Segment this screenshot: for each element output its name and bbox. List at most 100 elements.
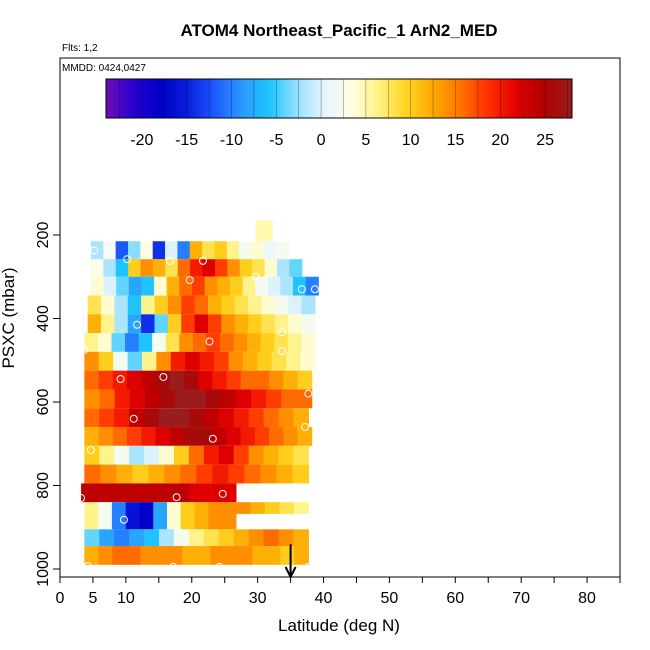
heatmap-cell	[127, 351, 143, 371]
heatmap-cell	[227, 259, 241, 277]
x-tick-label: 20	[183, 590, 201, 607]
heatmap-cell	[190, 389, 207, 409]
heatmap-cell	[112, 546, 127, 565]
heatmap-cell	[112, 370, 128, 390]
observation-point	[77, 494, 86, 503]
heatmap-cell	[167, 314, 182, 334]
heatmap-cell	[152, 333, 167, 352]
x-axis-label: Latitude (deg N)	[278, 616, 400, 635]
heatmap-cell	[226, 427, 242, 446]
heatmap-cell	[214, 241, 228, 260]
heatmap-cell	[228, 464, 245, 484]
heatmap-cell	[198, 427, 213, 446]
heatmap-cell	[99, 445, 115, 465]
heatmap-cell	[81, 483, 98, 503]
heatmap-cell	[274, 314, 289, 334]
x-axis: 0 5 10 20 30 40 50 60 70 80	[56, 577, 621, 607]
heatmap-cell	[207, 295, 222, 315]
heatmap-cell	[128, 241, 141, 260]
heatmap-cell	[214, 351, 230, 371]
heatmap-cell	[183, 370, 199, 390]
heatmap-cell	[99, 408, 115, 428]
y-tick-label: 200	[35, 222, 52, 249]
heatmap-cells	[81, 220, 319, 565]
observation-point	[159, 372, 168, 381]
x-tick-label: 10	[117, 590, 135, 607]
heatmap-cell	[154, 276, 168, 296]
heatmap-cell	[222, 502, 237, 530]
heatmap-cell	[112, 483, 129, 503]
colorbar-tick-label: -15	[175, 132, 198, 149]
heatmap-cell	[206, 333, 221, 352]
heatmap-cell	[248, 408, 265, 428]
y-tick-label: 1000	[35, 551, 52, 587]
heatmap-cell	[114, 389, 131, 409]
observation-point	[116, 375, 125, 384]
colorbar-tick-label: -5	[269, 132, 283, 149]
heatmap-cell	[240, 370, 256, 390]
heatmap-cell	[142, 351, 158, 371]
heatmap-cell	[280, 276, 294, 296]
heatmap-cell	[153, 502, 168, 530]
heatmap-cell	[152, 259, 166, 277]
heatmap-cell	[279, 502, 295, 514]
observation-points	[77, 246, 319, 571]
colorbar-tick-label: 10	[402, 132, 420, 149]
heatmap-cell	[267, 276, 281, 296]
heatmap-cell	[148, 464, 165, 484]
heatmap-cell	[239, 259, 253, 277]
heatmap-cell	[250, 502, 266, 514]
heatmap-cell	[114, 445, 130, 465]
heatmap-cell	[114, 529, 130, 547]
heatmap-cell	[167, 502, 182, 530]
heatmap-cell	[248, 445, 265, 465]
heatmap-cell	[141, 314, 156, 334]
heatmap-cell	[173, 529, 190, 547]
heatmap-cell	[141, 276, 155, 296]
heatmap-cell	[111, 333, 126, 352]
heatmap-cell	[141, 295, 156, 315]
heatmap-cell	[160, 389, 176, 409]
heatmap-cell	[84, 333, 99, 352]
heatmap-cell	[179, 276, 193, 296]
heatmap-cell	[159, 408, 175, 428]
observation-point	[123, 255, 132, 264]
heatmap-cell	[254, 427, 270, 446]
heatmap-cell	[127, 314, 142, 334]
x-tick-label: 5	[88, 590, 97, 607]
heatmap-cell	[228, 351, 244, 371]
heatmap-cell	[263, 408, 280, 428]
heatmap-cell	[234, 314, 249, 334]
heatmap-cell	[214, 259, 228, 277]
heatmap-cell	[181, 295, 196, 315]
observation-point	[205, 337, 214, 346]
heatmap-cell	[173, 408, 190, 428]
heatmap-cell	[239, 241, 253, 260]
observation-point	[208, 434, 217, 443]
heatmap-cell	[266, 389, 282, 409]
heatmap-cell	[278, 445, 295, 465]
colorbar-tick-label: 20	[491, 132, 509, 149]
observation-point	[133, 320, 142, 329]
colorbar-tick-label: 15	[447, 132, 465, 149]
heatmap-cell	[103, 259, 117, 277]
heatmap-cell	[301, 314, 316, 334]
heatmap-cell	[87, 295, 102, 315]
heatmap-cell	[300, 351, 316, 371]
heatmap-cell	[167, 295, 182, 315]
heatmap-cell	[159, 529, 175, 547]
observation-point	[86, 446, 95, 455]
heatmap-cell	[221, 295, 236, 315]
heatmap-cell	[126, 427, 142, 446]
heatmap-cell	[204, 276, 218, 296]
heatmap-cell	[305, 276, 319, 296]
heatmap-cell	[84, 408, 100, 428]
heatmap-cell	[248, 529, 265, 547]
y-tick-label: 600	[35, 389, 52, 416]
heatmap-cell	[293, 529, 309, 547]
heatmap-cell	[142, 483, 160, 503]
heatmap-cell	[159, 445, 175, 465]
heatmap-cell	[218, 529, 235, 547]
heatmap-cell	[210, 546, 225, 565]
heatmap-cell	[248, 295, 263, 315]
